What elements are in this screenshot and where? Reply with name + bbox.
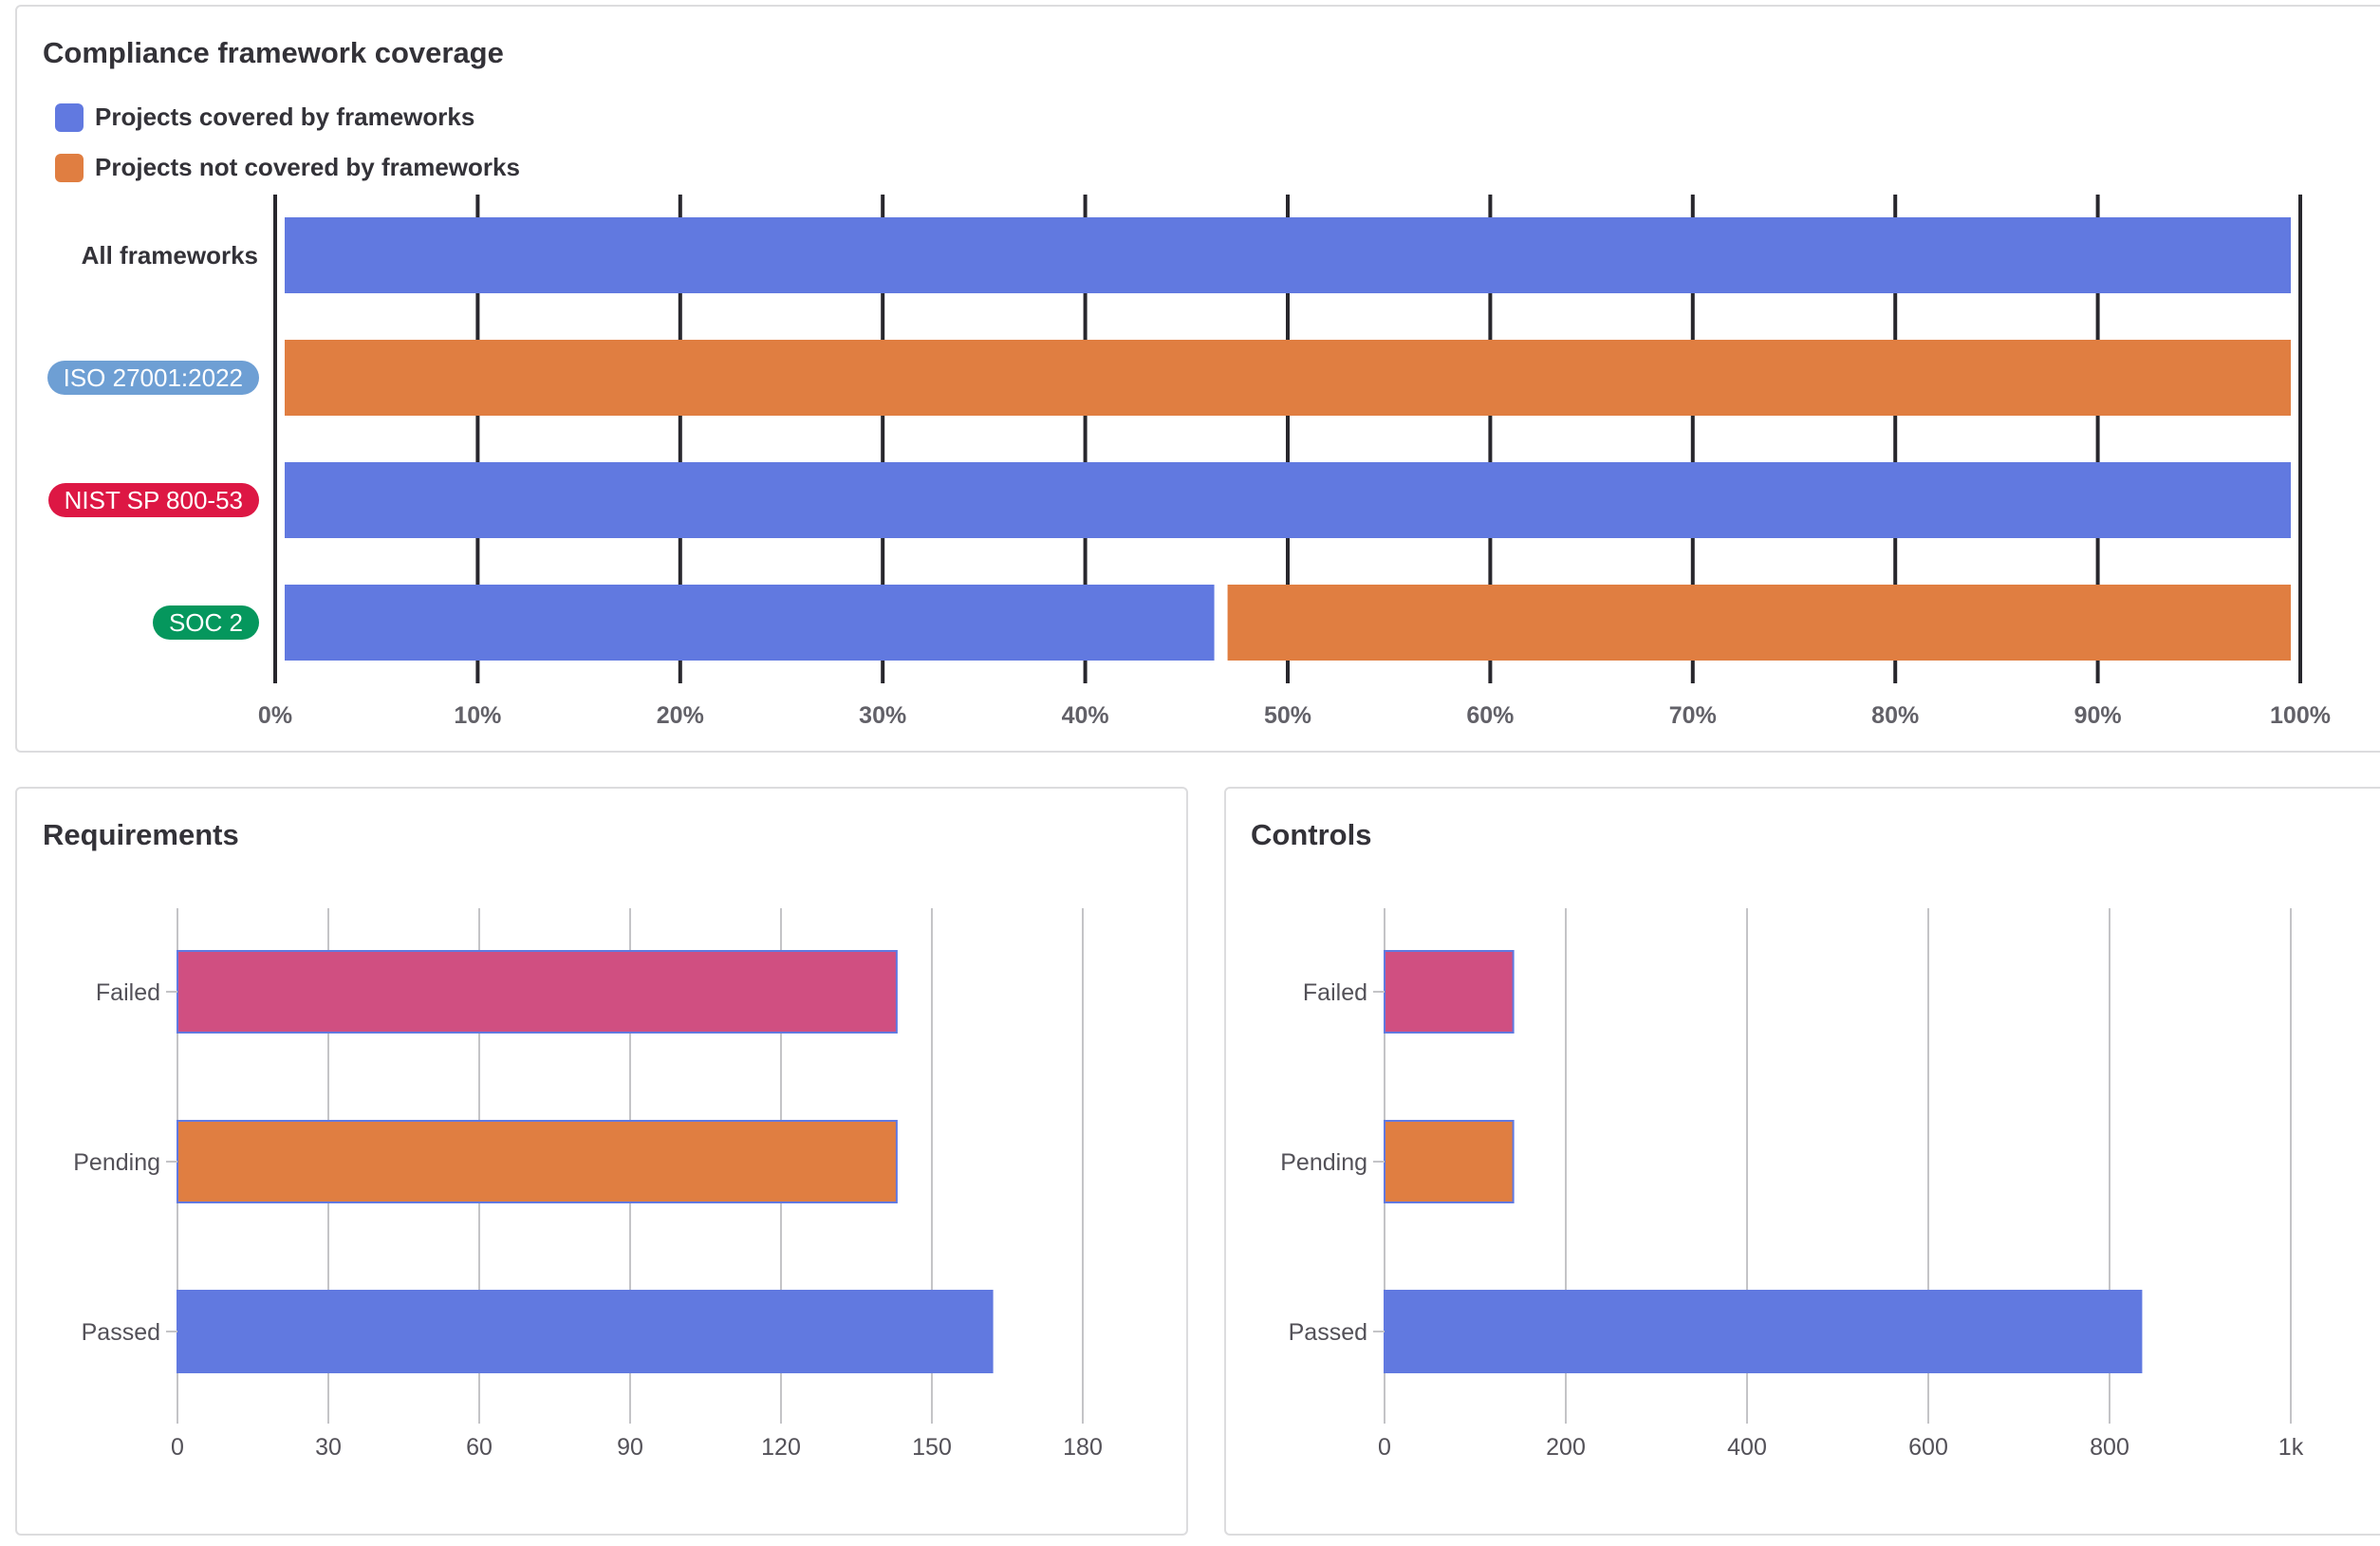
x-tick-label: 600 <box>1908 1434 1948 1461</box>
x-tick-label: 100% <box>2270 702 2331 729</box>
bar-covered <box>285 585 1215 661</box>
bar-not-covered <box>285 340 2291 416</box>
x-tick-label: 30 <box>315 1434 342 1461</box>
bar-covered <box>285 462 2291 538</box>
x-tick-label: 0% <box>258 702 292 729</box>
legend-label: Projects not covered by frameworks <box>95 153 520 181</box>
framework-badge[interactable]: SOC 2 <box>152 605 259 640</box>
legend-label: Projects covered by frameworks <box>95 102 475 131</box>
bar-failed <box>177 950 898 1034</box>
category-label: Passed <box>1289 1319 1367 1346</box>
x-tick-label: 70% <box>1669 702 1717 729</box>
bar-pending <box>177 1120 898 1203</box>
bar-not-covered <box>1227 585 2291 661</box>
bar-passed <box>1384 1290 2143 1373</box>
x-tick-label: 0 <box>171 1434 184 1461</box>
x-tick-label: 150 <box>912 1434 952 1461</box>
x-tick-label: 1k <box>2278 1434 2304 1461</box>
x-tick-label: 120 <box>761 1434 801 1461</box>
framework-badge[interactable]: ISO 27001:2022 <box>46 361 259 395</box>
category-label: Failed <box>1303 979 1367 1006</box>
x-tick-label: 80% <box>1871 702 1919 729</box>
legend-swatch-covered <box>55 102 84 132</box>
category-label: Failed <box>96 979 160 1006</box>
x-tick-label: 60% <box>1466 702 1514 729</box>
controls-title: Controls <box>1251 818 1372 851</box>
framework-badge[interactable]: NIST SP 800-53 <box>47 483 259 517</box>
x-tick-label: 50% <box>1264 702 1311 729</box>
bar-passed <box>177 1290 994 1373</box>
bar-covered <box>285 217 2291 293</box>
x-tick-label: 20% <box>657 702 704 729</box>
x-tick-label: 90 <box>617 1434 643 1461</box>
legend-not-covered[interactable]: Projects not covered by frameworks <box>55 153 520 182</box>
legend-swatch-not-covered <box>55 153 84 182</box>
x-tick-label: 180 <box>1063 1434 1103 1461</box>
category-label: All frameworks <box>82 241 258 270</box>
x-tick-label: 200 <box>1546 1434 1586 1461</box>
x-tick-label: 60 <box>466 1434 493 1461</box>
x-tick-label: 400 <box>1727 1434 1767 1461</box>
category-label: Pending <box>1280 1149 1367 1176</box>
bar-failed <box>1384 950 1515 1034</box>
requirements-title: Requirements <box>43 818 239 851</box>
legend-covered[interactable]: Projects covered by frameworks <box>55 102 474 132</box>
x-tick-label: 0 <box>1378 1434 1391 1461</box>
coverage-title: Compliance framework coverage <box>43 36 504 69</box>
x-tick-label: 40% <box>1062 702 1109 729</box>
category-label: Pending <box>73 1149 160 1176</box>
bar-pending <box>1384 1120 1515 1203</box>
x-tick-label: 90% <box>2074 702 2122 729</box>
x-tick-label: 30% <box>859 702 906 729</box>
category-label: Passed <box>82 1319 160 1346</box>
x-tick-label: 800 <box>2090 1434 2129 1461</box>
x-tick-label: 10% <box>454 702 501 729</box>
